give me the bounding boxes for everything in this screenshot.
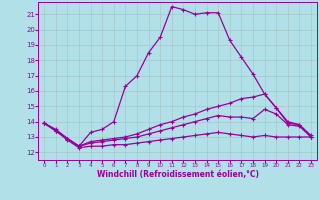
X-axis label: Windchill (Refroidissement éolien,°C): Windchill (Refroidissement éolien,°C) bbox=[97, 170, 259, 179]
